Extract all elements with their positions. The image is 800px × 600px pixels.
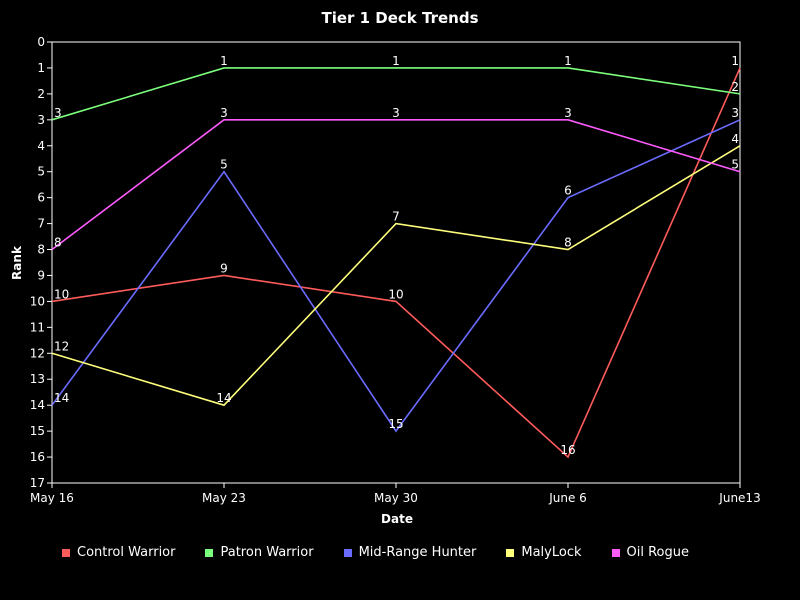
data-label: 12 [54, 339, 69, 353]
legend-swatch [506, 548, 515, 557]
data-label: 9 [220, 261, 228, 275]
data-label: 5 [220, 158, 228, 172]
series-line-oil-rogue [51, 119, 741, 251]
y-tick-label: 16 [30, 450, 45, 464]
x-axis-label: Date [381, 512, 413, 526]
data-label: 1 [392, 54, 400, 68]
legend-item[interactable]: Mid-Range Hunter [343, 545, 477, 560]
series-line-patron-warrior [51, 67, 741, 121]
data-label: 3 [392, 106, 400, 120]
y-tick-label: 5 [37, 165, 45, 179]
series-line-malylock [51, 145, 741, 407]
data-label: 3 [731, 106, 739, 120]
y-tick-label: 0 [37, 35, 45, 49]
series-line-control-warrior [51, 67, 741, 459]
data-label: 16 [560, 443, 575, 457]
y-tick-label: 7 [37, 217, 45, 231]
legend-item[interactable]: Control Warrior [62, 545, 175, 560]
legend-swatch [611, 548, 620, 557]
legend-label: Oil Rogue [626, 545, 689, 560]
data-label: 10 [54, 287, 69, 301]
x-axis-ticks: May 16 May 23 May 30 June 6 June13 [30, 483, 761, 505]
data-label: 14 [54, 391, 69, 405]
data-label: 1 [564, 54, 572, 68]
y-tick-label: 13 [30, 372, 45, 386]
series-line-mid-range-hunter [51, 119, 741, 433]
y-tick-label: 3 [37, 113, 45, 127]
legend-swatch [343, 548, 352, 557]
y-tick-label: 8 [37, 243, 45, 257]
x-tick-label: May 30 [374, 491, 418, 505]
y-axis-label: Rank [10, 245, 24, 280]
data-label: 2 [731, 80, 739, 94]
legend-label: Control Warrior [77, 545, 176, 560]
y-tick-label: 17 [30, 476, 45, 490]
y-tick-label: 2 [37, 87, 45, 101]
legend-item[interactable]: Patron Warrior [205, 545, 314, 560]
y-tick-label: 4 [37, 139, 45, 153]
y-tick-label: 11 [30, 320, 45, 334]
data-label: 10 [388, 287, 403, 301]
legend-swatch [205, 548, 214, 557]
data-label: 3 [220, 106, 228, 120]
legend-item[interactable]: MalyLock [506, 545, 582, 560]
data-label: 8 [54, 236, 62, 250]
x-tick-label: May 16 [30, 491, 74, 505]
x-tick-label: May 23 [202, 491, 246, 505]
y-tick-label: 14 [30, 398, 45, 412]
data-label: 6 [564, 184, 572, 198]
data-label: 8 [564, 236, 572, 250]
y-tick-label: 6 [37, 191, 45, 205]
legend-item[interactable]: Oil Rogue [611, 545, 689, 560]
legend-label: MalyLock [521, 545, 582, 560]
chart-title: Tier 1 Deck Trends [321, 9, 478, 27]
y-tick-label: 12 [30, 346, 45, 360]
data-label: 3 [564, 106, 572, 120]
legend-label: Mid-Range Hunter [358, 545, 477, 560]
legend-swatch [62, 548, 70, 557]
legend-label: Patron Warrior [220, 545, 314, 560]
data-label: 7 [392, 210, 400, 224]
data-label: 15 [388, 417, 403, 431]
x-tick-label: June13 [718, 491, 760, 505]
data-label: 3 [54, 106, 62, 120]
series-lines [51, 67, 741, 459]
data-label: 5 [731, 158, 739, 172]
data-label: 4 [731, 132, 739, 146]
data-label: 1 [220, 54, 228, 68]
data-label: 1 [731, 54, 739, 68]
x-tick-label: June 6 [548, 491, 587, 505]
data-label: 14 [216, 391, 231, 405]
y-tick-label: 15 [30, 424, 45, 438]
y-tick-label: 9 [37, 268, 45, 282]
y-tick-label: 1 [37, 61, 45, 75]
y-tick-label: 10 [30, 294, 45, 308]
legend: Control Warrior Patron Warrior Mid-Range H… [62, 545, 719, 560]
